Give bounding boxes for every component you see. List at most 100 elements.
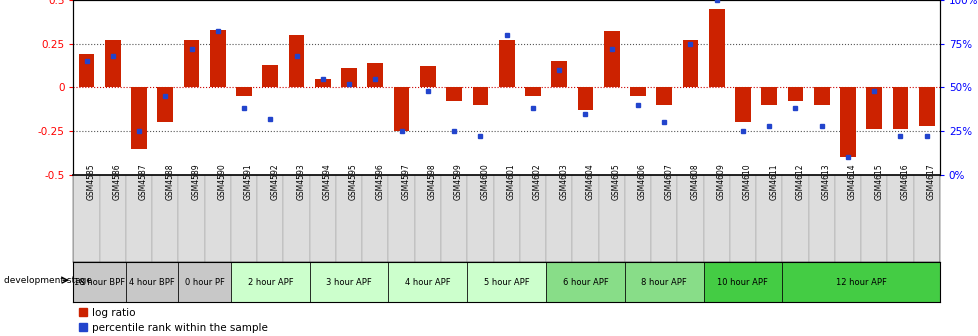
Bar (781, 175, 808, 262)
Text: 12 hour APF: 12 hour APF (835, 278, 886, 287)
Bar (388, 262, 467, 302)
Bar (786, 87, 803, 101)
Bar (472, 87, 488, 105)
Text: GSM4607: GSM4607 (663, 163, 673, 200)
Bar (335, 175, 362, 262)
Bar (734, 87, 750, 122)
Text: GSM4589: GSM4589 (192, 163, 200, 200)
Bar (708, 9, 724, 87)
Text: GSM4608: GSM4608 (689, 163, 698, 200)
Bar (446, 87, 462, 101)
Bar (209, 30, 226, 87)
Bar (577, 87, 593, 110)
Bar (204, 175, 231, 262)
Text: 4 hour BPF: 4 hour BPF (129, 278, 175, 287)
Bar (100, 175, 126, 262)
Text: GSM4616: GSM4616 (900, 163, 909, 200)
Bar (839, 87, 855, 157)
Bar (257, 175, 284, 262)
Bar (126, 262, 178, 302)
Text: GSM4617: GSM4617 (926, 163, 935, 200)
Bar (440, 175, 467, 262)
Bar (236, 87, 251, 96)
Text: GSM4588: GSM4588 (165, 163, 174, 200)
Bar (551, 61, 566, 87)
Bar (861, 175, 886, 262)
Bar (677, 175, 703, 262)
Text: GSM4590: GSM4590 (217, 163, 227, 200)
Bar (729, 175, 755, 262)
Bar (309, 262, 388, 302)
Bar (231, 175, 257, 262)
Text: GSM4606: GSM4606 (638, 163, 646, 200)
Bar (362, 175, 388, 262)
Bar (105, 40, 120, 87)
Bar (703, 262, 781, 302)
Text: 0 hour PF: 0 hour PF (185, 278, 224, 287)
Bar (781, 262, 939, 302)
Bar (341, 68, 357, 87)
Bar (178, 175, 204, 262)
Bar (650, 175, 677, 262)
Bar (682, 40, 697, 87)
Bar (315, 79, 331, 87)
Text: GSM4609: GSM4609 (716, 163, 725, 200)
Text: GSM4591: GSM4591 (244, 163, 253, 200)
Bar (284, 175, 309, 262)
Text: GSM4596: GSM4596 (375, 163, 384, 200)
Text: GSM4594: GSM4594 (323, 163, 332, 200)
Text: GSM4597: GSM4597 (401, 163, 410, 200)
Bar (467, 175, 493, 262)
Text: 8 hour APF: 8 hour APF (641, 278, 687, 287)
Text: 5 hour APF: 5 hour APF (483, 278, 529, 287)
Bar (152, 175, 178, 262)
Text: GSM4586: GSM4586 (112, 163, 121, 200)
Bar (546, 262, 624, 302)
Text: GSM4604: GSM4604 (585, 163, 594, 200)
Bar (813, 87, 828, 105)
Bar (289, 35, 304, 87)
Text: GSM4615: GSM4615 (873, 163, 882, 200)
Bar (755, 175, 781, 262)
Bar (467, 262, 546, 302)
Bar (524, 87, 540, 96)
Text: GSM4601: GSM4601 (507, 163, 515, 200)
Text: 2 hour APF: 2 hour APF (247, 278, 292, 287)
Bar (231, 262, 309, 302)
Text: 6 hour APF: 6 hour APF (562, 278, 607, 287)
Bar (519, 175, 546, 262)
Text: GSM4598: GSM4598 (427, 163, 436, 200)
Bar (892, 87, 908, 129)
Bar (761, 87, 777, 105)
Text: GSM4595: GSM4595 (349, 163, 358, 200)
Text: GSM4593: GSM4593 (296, 163, 305, 200)
Text: GSM4605: GSM4605 (611, 163, 620, 200)
Bar (546, 175, 572, 262)
Bar (184, 40, 200, 87)
Bar (918, 87, 934, 126)
Bar (624, 175, 650, 262)
Text: 3 hour APF: 3 hour APF (326, 278, 372, 287)
Bar (808, 175, 834, 262)
Text: GSM4613: GSM4613 (821, 163, 830, 200)
Text: 4 hour APF: 4 hour APF (405, 278, 450, 287)
Text: GSM4592: GSM4592 (270, 163, 279, 200)
Text: GSM4599: GSM4599 (454, 163, 463, 200)
Text: GSM4603: GSM4603 (558, 163, 567, 200)
Bar (630, 87, 645, 96)
Bar (126, 175, 152, 262)
Bar (157, 87, 173, 122)
Bar (498, 40, 514, 87)
Text: 18 hour BPF: 18 hour BPF (74, 278, 125, 287)
Text: GSM4585: GSM4585 (86, 163, 96, 200)
Bar (73, 262, 126, 302)
Bar (603, 32, 619, 87)
Bar (388, 175, 415, 262)
Bar (493, 175, 519, 262)
Bar (624, 262, 703, 302)
Bar (572, 175, 598, 262)
Bar (131, 87, 147, 149)
Bar (78, 54, 94, 87)
Bar (178, 262, 231, 302)
Bar (262, 65, 278, 87)
